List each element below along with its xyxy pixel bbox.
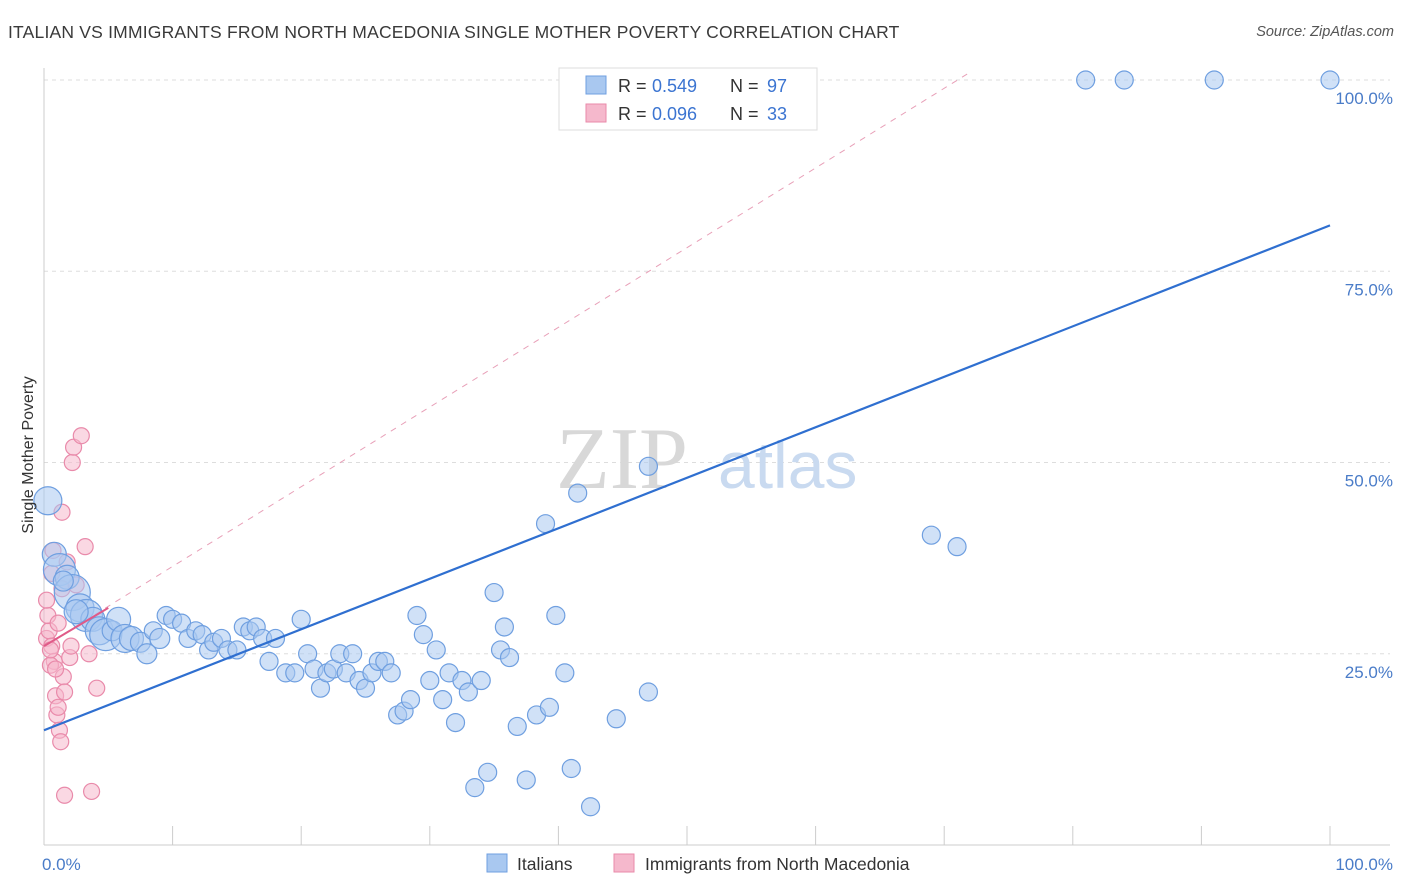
- italians-point: [52, 570, 74, 592]
- italians-point: [568, 483, 588, 503]
- x-tick-label: 0.0%: [42, 855, 81, 874]
- y-tick-label: 25.0%: [1345, 663, 1393, 682]
- macedonia-point: [41, 641, 60, 659]
- legend-r-value-2: 0.096: [652, 104, 697, 124]
- y-tick-label: 50.0%: [1345, 472, 1393, 491]
- legend-n-label-2: N =: [730, 104, 759, 124]
- italians-point: [539, 697, 559, 717]
- macedonia-point: [62, 637, 80, 655]
- macedonia-point: [37, 591, 56, 609]
- x-tick-label: 100.0%: [1335, 855, 1393, 874]
- italians-point: [413, 625, 433, 645]
- italians-point: [433, 690, 453, 710]
- macedonia-point: [46, 660, 65, 678]
- italians-point: [259, 651, 279, 672]
- legend-swatch-italians: [585, 75, 607, 95]
- macedonia-point: [49, 698, 67, 716]
- legend-r-label-2: R =: [618, 104, 647, 124]
- y-tick-label: 100.0%: [1335, 89, 1393, 108]
- grid-lines: [44, 79, 1390, 655]
- macedonia-trend-line: [43, 606, 109, 647]
- x-tick-labels: 0.0% 100.0%: [42, 855, 1393, 874]
- watermark-atlas: atlas: [718, 428, 857, 502]
- source-credit: Source: ZipAtlas.com: [1256, 24, 1394, 40]
- italians-point: [458, 682, 478, 702]
- italians-point: [507, 716, 527, 737]
- italians-trend-line: [43, 224, 1331, 732]
- italians-point: [381, 663, 401, 683]
- axes: [43, 68, 1390, 846]
- italians-point: [426, 640, 446, 660]
- italians-point: [136, 643, 158, 665]
- macedonia-point: [55, 786, 74, 804]
- italians-point: [33, 486, 63, 516]
- italians-point: [555, 663, 575, 683]
- macedonia-point: [52, 733, 70, 751]
- bottom-legend-label-macedonia: Immigrants from North Macedonia: [645, 854, 910, 874]
- italians-point: [407, 605, 427, 626]
- legend-n-value-1: 97: [767, 76, 787, 96]
- legend-n-value-2: 33: [767, 104, 787, 124]
- data-points: [33, 70, 1340, 817]
- macedonia-point: [82, 782, 101, 801]
- italians-point: [516, 770, 536, 790]
- legend: R = 0.549 N = 97 R = 0.096 N = 33: [558, 67, 818, 131]
- y-tick-labels: 25.0% 50.0% 75.0% 100.0%: [1335, 89, 1393, 682]
- y-axis-label: Single Mother Poverty: [20, 376, 37, 533]
- macedonia-point: [76, 538, 94, 556]
- italians-point: [638, 682, 659, 702]
- y-tick-label: 75.0%: [1345, 280, 1393, 299]
- legend-n-label-1: N =: [730, 76, 759, 96]
- italians-point: [580, 797, 601, 817]
- legend-r-value-1: 0.549: [652, 76, 697, 96]
- italians-point: [285, 663, 305, 683]
- trend-lines: [43, 71, 971, 647]
- italians-point: [546, 605, 566, 626]
- italians-point: [1320, 70, 1340, 90]
- italians-point: [1114, 70, 1134, 90]
- chart-title: ITALIAN VS IMMIGRANTS FROM NORTH MACEDON…: [8, 22, 900, 42]
- macedonia-point: [88, 679, 106, 697]
- italians-point: [471, 670, 491, 691]
- italians-point: [465, 778, 485, 798]
- italians-point: [445, 712, 466, 733]
- bottom-legend-label-italians: Italians: [517, 854, 573, 874]
- italians-point: [561, 758, 581, 779]
- italians-point: [149, 627, 171, 650]
- italians-point: [499, 647, 520, 668]
- bottom-legend: Italians Immigrants from North Macedonia: [486, 853, 910, 874]
- italians-point: [1076, 70, 1096, 90]
- macedonia-point: [55, 683, 74, 701]
- italians-point: [606, 709, 626, 729]
- italians-point: [494, 617, 514, 637]
- italians-point: [343, 644, 363, 664]
- italians-point: [420, 670, 440, 691]
- macedonia-extended-trend: [43, 71, 971, 647]
- italians-point: [63, 599, 89, 625]
- bottom-legend-swatch-macedonia: [613, 853, 635, 873]
- macedonia-point: [72, 427, 90, 445]
- italians-point: [484, 582, 504, 603]
- legend-swatch-macedonia: [585, 103, 607, 123]
- italians-point: [400, 690, 421, 710]
- watermark: ZIP atlas: [556, 411, 857, 508]
- bottom-legend-swatch-italians: [486, 853, 508, 873]
- macedonia-point: [63, 453, 81, 472]
- macedonia-point: [49, 614, 67, 632]
- legend-r-label-1: R =: [618, 76, 647, 96]
- italians-point: [638, 456, 659, 476]
- italians-point: [947, 537, 967, 557]
- italians-point: [921, 525, 941, 545]
- italians-point: [1204, 70, 1224, 90]
- italians-point: [478, 762, 498, 782]
- macedonia-point: [80, 645, 98, 663]
